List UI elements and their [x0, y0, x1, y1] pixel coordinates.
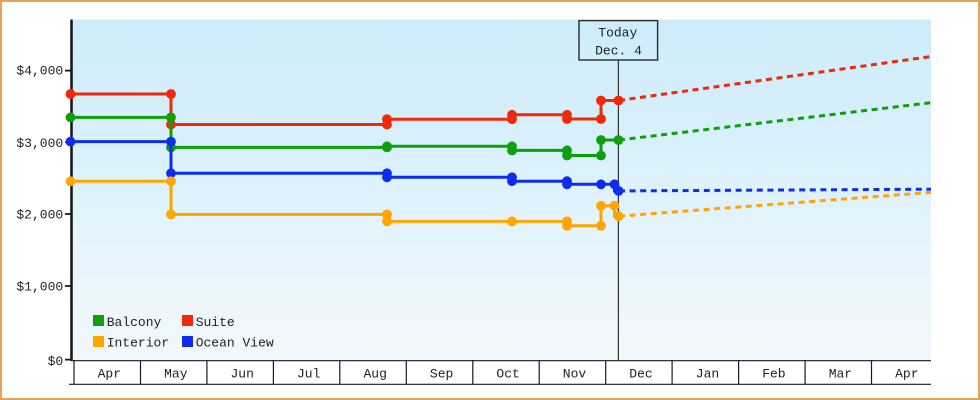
svg-text:$3,000: $3,000 — [16, 136, 63, 151]
svg-text:$4,000: $4,000 — [16, 63, 63, 78]
svg-text:Dec: Dec — [629, 366, 652, 381]
svg-text:Ocean View: Ocean View — [196, 336, 274, 351]
svg-text:Feb: Feb — [762, 366, 785, 381]
svg-text:Sep: Sep — [430, 366, 453, 381]
svg-text:May: May — [164, 366, 188, 381]
svg-text:Mar: Mar — [829, 366, 852, 381]
svg-text:Nov: Nov — [563, 366, 587, 381]
svg-text:Apr: Apr — [98, 366, 121, 381]
svg-text:Today: Today — [598, 26, 637, 41]
svg-text:Aug: Aug — [363, 366, 386, 381]
svg-text:$1,000: $1,000 — [16, 280, 63, 295]
svg-text:Balcony: Balcony — [107, 315, 162, 330]
svg-text:Dec. 4: Dec. 4 — [595, 44, 642, 59]
svg-text:Oct: Oct — [496, 366, 519, 381]
svg-text:Apr: Apr — [895, 366, 918, 381]
svg-text:Jun: Jun — [230, 366, 253, 381]
svg-text:$0: $0 — [48, 354, 64, 369]
svg-text:Jul: Jul — [297, 366, 321, 381]
svg-text:Suite: Suite — [196, 315, 235, 330]
svg-text:Jan: Jan — [696, 366, 719, 381]
svg-text:Interior: Interior — [107, 336, 169, 351]
svg-text:$2,000: $2,000 — [16, 208, 63, 223]
